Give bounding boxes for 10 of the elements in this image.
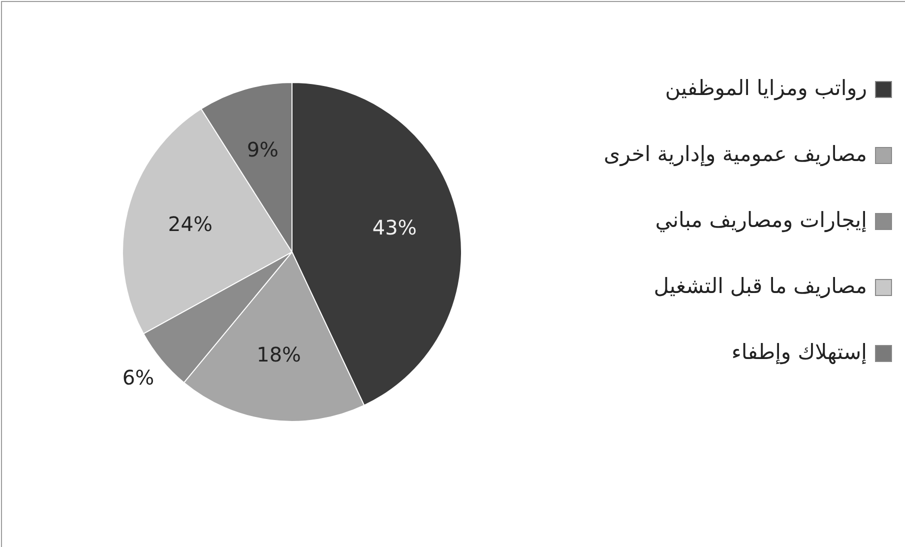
legend-label: مصاريف ما قبل التشغيل — [654, 273, 867, 300]
legend-label: رواتب ومزايا الموظفين — [665, 75, 867, 102]
legend-label: إستهلاك وإطفاء — [731, 339, 867, 366]
data-label: 24% — [168, 212, 212, 236]
data-label: 43% — [372, 215, 417, 240]
data-label: 6% — [122, 365, 154, 390]
data-label: 9% — [246, 137, 279, 162]
data-label: 18% — [256, 342, 302, 366]
legend-label: مصاريف عمومية وإدارية اخرى — [604, 141, 867, 168]
legend-label: إيجارات ومصاريف مباني — [655, 207, 867, 234]
